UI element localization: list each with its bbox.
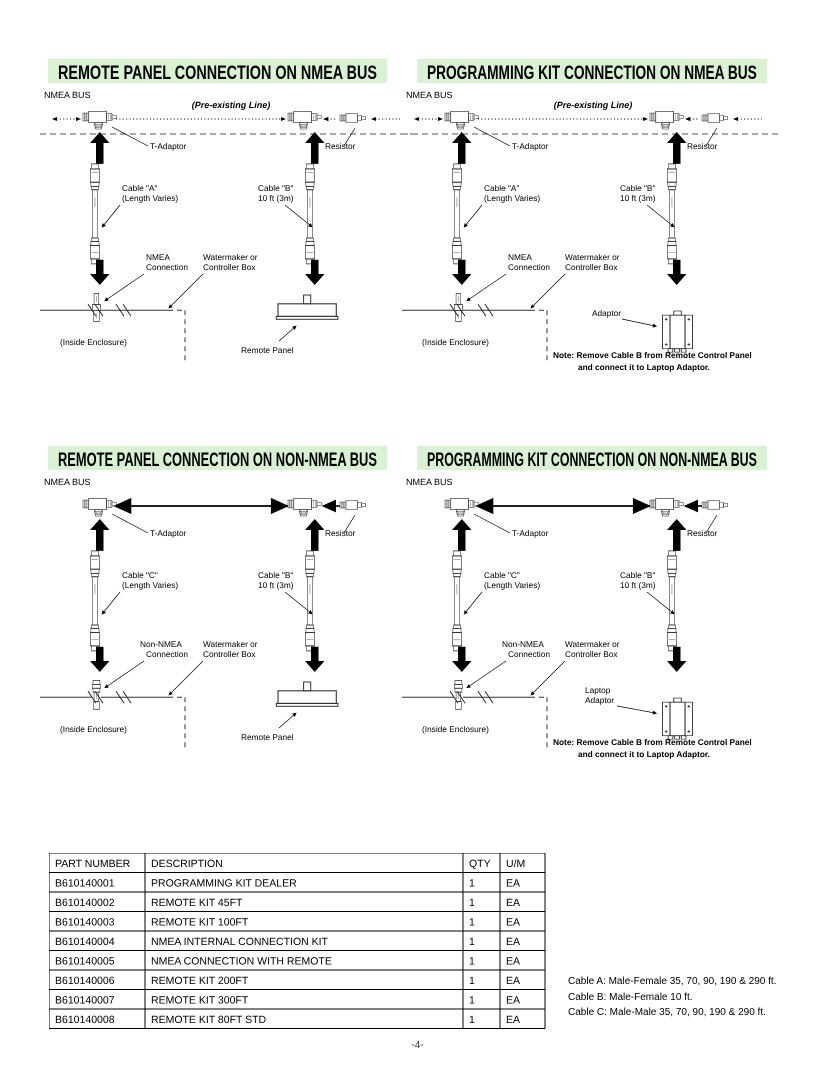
svg-text:1: 1 xyxy=(469,995,475,1007)
svg-text:NMEA CONNECTION WITH REMOTE: NMEA CONNECTION WITH REMOTE xyxy=(151,956,332,968)
svg-text:T-Adaptor: T-Adaptor xyxy=(150,141,187,151)
svg-text:Non-NMEA: Non-NMEA xyxy=(502,639,544,649)
svg-text:EA: EA xyxy=(506,956,520,968)
svg-text:NMEA BUS: NMEA BUS xyxy=(44,477,91,487)
svg-text:(Inside Enclosure): (Inside Enclosure) xyxy=(422,337,489,347)
svg-text:B610140008: B610140008 xyxy=(55,1014,115,1026)
svg-text:DESCRIPTION: DESCRIPTION xyxy=(151,858,223,870)
svg-text:QTY: QTY xyxy=(469,858,491,870)
svg-text:(Length Varies): (Length Varies) xyxy=(122,580,178,590)
svg-text:PROGRAMMING KIT DEALER: PROGRAMMING KIT DEALER xyxy=(151,878,297,890)
svg-text:Controller Box: Controller Box xyxy=(203,262,256,272)
svg-text:(Inside Enclosure): (Inside Enclosure) xyxy=(60,724,127,734)
svg-text:Resistor: Resistor xyxy=(687,141,718,151)
svg-text:REMOTE KIT 200FT: REMOTE KIT 200FT xyxy=(151,975,249,987)
svg-text:PART NUMBER: PART NUMBER xyxy=(55,858,131,870)
svg-text:Controller Box: Controller Box xyxy=(203,649,256,659)
svg-text:Cable "B": Cable "B" xyxy=(620,570,655,580)
svg-text:(Pre-existing Line): (Pre-existing Line) xyxy=(192,100,271,110)
svg-text:(Inside Enclosure): (Inside Enclosure) xyxy=(60,337,127,347)
svg-text:1: 1 xyxy=(469,975,475,987)
svg-text:Controller Box: Controller Box xyxy=(565,262,618,272)
svg-text:EA: EA xyxy=(506,995,520,1007)
svg-text:EA: EA xyxy=(506,975,520,987)
svg-text:1: 1 xyxy=(469,936,475,948)
svg-text:10 ft (3m): 10 ft (3m) xyxy=(258,580,294,590)
svg-text:(Length Varies): (Length Varies) xyxy=(484,193,540,203)
svg-text:Cable "B": Cable "B" xyxy=(258,183,293,193)
svg-text:Cable "A": Cable "A" xyxy=(484,183,519,193)
svg-text:Non-NMEA: Non-NMEA xyxy=(140,639,182,649)
svg-text:Adaptor: Adaptor xyxy=(585,695,614,705)
svg-text:REMOTE KIT 45FT: REMOTE KIT 45FT xyxy=(151,897,243,909)
svg-text:T-Adaptor: T-Adaptor xyxy=(150,528,187,538)
svg-text:T-Adaptor: T-Adaptor xyxy=(512,528,549,538)
svg-text:REMOTE KIT 100FT: REMOTE KIT 100FT xyxy=(151,917,249,929)
svg-text:10 ft (3m): 10 ft (3m) xyxy=(620,580,656,590)
svg-text:NMEA BUS: NMEA BUS xyxy=(44,90,91,100)
svg-text:1: 1 xyxy=(469,956,475,968)
svg-text:and connect it to Laptop Adapt: and connect it to Laptop Adaptor. xyxy=(578,749,710,759)
svg-text:EA: EA xyxy=(506,878,520,890)
svg-text:B610140002: B610140002 xyxy=(55,897,115,909)
svg-text:(Inside Enclosure): (Inside Enclosure) xyxy=(422,724,489,734)
svg-text:Cable "C": Cable "C" xyxy=(484,570,520,580)
svg-text:and connect it to Laptop Adapt: and connect it to Laptop Adaptor. xyxy=(578,362,710,372)
svg-text:NMEA BUS: NMEA BUS xyxy=(406,90,453,100)
svg-text:Resistor: Resistor xyxy=(325,141,356,151)
svg-text:1: 1 xyxy=(469,1014,475,1026)
svg-text:1: 1 xyxy=(469,917,475,929)
svg-text:Note: Remove Cable B from Remo: Note: Remove Cable B from Remote Control… xyxy=(553,737,752,747)
svg-text:Cable "A": Cable "A" xyxy=(122,183,157,193)
svg-text:REMOTE KIT 300FT: REMOTE KIT 300FT xyxy=(151,995,249,1007)
svg-text:B610140004: B610140004 xyxy=(55,936,115,948)
svg-text:NMEA BUS: NMEA BUS xyxy=(406,477,453,487)
svg-text:B610140001: B610140001 xyxy=(55,878,115,890)
svg-text:Watermaker or: Watermaker or xyxy=(565,252,620,262)
svg-text:Remote Panel: Remote Panel xyxy=(241,345,294,355)
svg-text:B610140007: B610140007 xyxy=(55,995,115,1007)
svg-text:1: 1 xyxy=(469,897,475,909)
svg-text:Connection: Connection xyxy=(146,262,188,272)
svg-text:Connection: Connection xyxy=(508,649,550,659)
svg-text:(Length Varies): (Length Varies) xyxy=(122,193,178,203)
svg-text:EA: EA xyxy=(506,936,520,948)
svg-text:Adaptor: Adaptor xyxy=(592,308,621,318)
svg-text:Note: Remove Cable B from Remo: Note: Remove Cable B from Remote Control… xyxy=(553,350,752,360)
svg-text:Watermaker or: Watermaker or xyxy=(203,252,258,262)
svg-text:1: 1 xyxy=(469,878,475,890)
svg-text:REMOTE KIT 80FT STD: REMOTE KIT 80FT STD xyxy=(151,1014,267,1026)
svg-text:Resistor: Resistor xyxy=(325,528,356,538)
svg-text:EA: EA xyxy=(506,897,520,909)
svg-text:Connection: Connection xyxy=(146,649,188,659)
svg-text:10 ft (3m): 10 ft (3m) xyxy=(258,193,294,203)
svg-text:10 ft (3m): 10 ft (3m) xyxy=(620,193,656,203)
svg-text:T-Adaptor: T-Adaptor xyxy=(512,141,549,151)
svg-text:EA: EA xyxy=(506,917,520,929)
svg-text:(Pre-existing Line): (Pre-existing Line) xyxy=(554,100,633,110)
svg-text:Laptop: Laptop xyxy=(585,685,611,695)
svg-text:NMEA: NMEA xyxy=(146,252,170,262)
svg-text:Cable "B": Cable "B" xyxy=(258,570,293,580)
svg-text:Connection: Connection xyxy=(508,262,550,272)
svg-text:Resistor: Resistor xyxy=(687,528,718,538)
svg-text:Cable "C": Cable "C" xyxy=(122,570,158,580)
svg-text:B610140006: B610140006 xyxy=(55,975,115,987)
svg-text:U/M: U/M xyxy=(506,858,525,870)
svg-text:NMEA INTERNAL CONNECTION KIT: NMEA INTERNAL CONNECTION KIT xyxy=(151,936,329,948)
svg-text:NMEA: NMEA xyxy=(508,252,532,262)
svg-text:Watermaker or: Watermaker or xyxy=(565,639,620,649)
svg-text:(Length Varies): (Length Varies) xyxy=(484,580,540,590)
svg-text:Controller Box: Controller Box xyxy=(565,649,618,659)
svg-text:EA: EA xyxy=(506,1014,520,1026)
svg-text:B610140003: B610140003 xyxy=(55,917,115,929)
svg-text:Watermaker or: Watermaker or xyxy=(203,639,258,649)
svg-text:Cable "B": Cable "B" xyxy=(620,183,655,193)
svg-text:B610140005: B610140005 xyxy=(55,956,115,968)
svg-text:Remote Panel: Remote Panel xyxy=(241,732,294,742)
